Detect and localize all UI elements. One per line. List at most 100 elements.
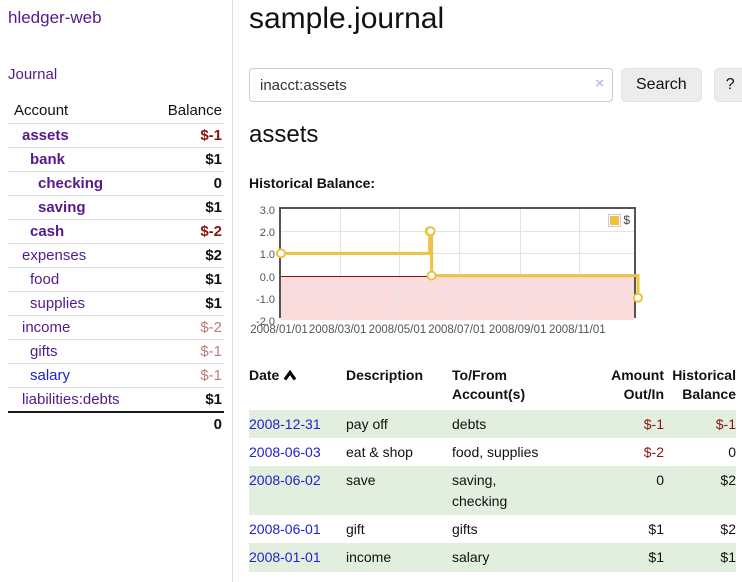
data-point-marker [425, 226, 436, 237]
account-row: food $1 [8, 267, 224, 292]
accounts-header-row: Account Balance [8, 99, 224, 124]
account-link[interactable]: expenses [22, 247, 87, 264]
vertical-gridline [399, 209, 401, 316]
page-title: sample.journal [249, 2, 445, 35]
register-header-date[interactable]: Date [249, 364, 346, 410]
transaction-date-cell: 2008-06-03 [249, 438, 346, 466]
help-button[interactable]: ? [713, 68, 742, 102]
register-header-balance: Historical Balance [672, 367, 736, 402]
account-link[interactable]: food [30, 271, 60, 288]
brand-link[interactable]: hledger-web [8, 8, 102, 27]
transaction-amount-cell: $1 [648, 520, 664, 537]
transaction-date-link[interactable]: 2008-06-03 [249, 444, 321, 461]
account-link[interactable]: income [22, 319, 71, 336]
account-link[interactable]: saving [38, 199, 86, 216]
account-balance: $-1 [146, 363, 224, 388]
account-link[interactable]: cash [30, 223, 65, 240]
register-header-row: Date Description To/From Account(s) Amou… [249, 364, 736, 410]
transaction-balance-cell: $-1 [664, 409, 736, 439]
accounts-total-spacer [8, 411, 147, 436]
accounts-total-row: 0 [8, 411, 224, 436]
transaction-description-cell: gift [346, 520, 365, 537]
balance-series-line [276, 226, 643, 303]
transaction-date-link[interactable]: 2008-06-01 [249, 520, 321, 537]
search-bar: × Search ? [249, 68, 742, 102]
data-point-marker [633, 292, 643, 303]
legend-swatch [608, 213, 622, 227]
account-row: assets $-1 [8, 123, 224, 148]
transaction-description-cell: income [346, 543, 452, 572]
x-axis-tick-label: 2008/09/01 [488, 324, 547, 336]
transaction-accounts-cell: saving, checking [452, 466, 592, 515]
account-balance: $-2 [146, 219, 224, 244]
transaction-date-cell: 2008-01-01 [249, 543, 346, 572]
transaction-description-cell: eat & shop [346, 444, 413, 461]
transaction-balance-cell: $2 [720, 520, 736, 537]
data-point-marker [426, 270, 437, 281]
chart-plot-area: $3.0 2.0 1.0 0.0 -1.0 -2.0 [256, 205, 643, 328]
transaction-date-link[interactable]: 2008-01-01 [249, 549, 321, 566]
register-header-description: Description [346, 367, 424, 383]
accounts-table: Account Balance assets $-1 bank $1 checking 0… [8, 99, 224, 436]
transaction-date-cell: 2008-06-01 [249, 515, 346, 543]
account-link[interactable]: bank [30, 151, 66, 168]
transaction-accounts-cell: salary [452, 543, 592, 572]
account-row: saving $1 [8, 195, 224, 220]
transaction-balance-cell: $1 [664, 543, 736, 572]
x-axis-tick-label: 2008/07/01 [428, 324, 486, 336]
search-box: × [249, 68, 613, 102]
chart-legend: $ [608, 213, 630, 227]
search-button[interactable]: Search [621, 68, 702, 102]
account-link[interactable]: salary [30, 367, 71, 384]
accounts-header-account: Account [14, 102, 69, 119]
vertical-gridline [459, 209, 460, 316]
account-balance: $1 [146, 267, 224, 292]
account-link[interactable]: gifts [30, 343, 58, 360]
transaction-balance-cell: $2 [664, 466, 736, 515]
account-link[interactable]: liabilities:debts [22, 391, 120, 408]
horizontal-gridline [281, 297, 634, 299]
account-balance: $1 [146, 291, 224, 316]
clear-search-icon[interactable]: × [595, 75, 604, 92]
y-axis-tick-label: -1.0 [256, 293, 275, 306]
register-row: 2008-06-01 gift gifts $1 $2 [249, 515, 736, 543]
accounts-header-balance: Balance [167, 102, 222, 119]
journal-link[interactable]: Journal [8, 66, 58, 83]
transaction-amount-cell: $-1 [592, 409, 664, 439]
register-row: 2008-01-01 income salary $1 $1 [249, 543, 736, 572]
register-table: Date Description To/From Account(s) Amou… [249, 364, 736, 572]
transaction-date-cell: 2008-12-31 [249, 409, 346, 439]
y-axis-tick-label: 1.0 [259, 249, 275, 262]
account-balance: $2 [146, 243, 224, 268]
transaction-accounts-cell: gifts [452, 520, 478, 537]
account-row: income $-2 [8, 315, 224, 340]
account-row: supplies $1 [8, 291, 224, 316]
account-row: cash $-2 [8, 219, 224, 244]
transaction-amount-cell: 0 [592, 466, 664, 515]
account-balance: $-1 [146, 339, 224, 364]
y-axis-tick-label: 2.0 [259, 227, 275, 240]
horizontal-gridline [281, 231, 634, 233]
account-row: salary $-1 [8, 363, 224, 388]
account-row: checking 0 [8, 171, 224, 196]
account-row: expenses $2 [8, 243, 224, 268]
account-link[interactable]: assets [22, 127, 69, 144]
transaction-date-link[interactable]: 2008-12-31 [249, 415, 321, 432]
account-link[interactable]: supplies [30, 295, 86, 312]
register-row: 2008-06-03 eat & shop food, supplies $-2 0 [249, 438, 736, 466]
account-row: gifts $-1 [8, 339, 224, 364]
account-balance: $-2 [146, 315, 224, 340]
transaction-date-cell: 2008-06-02 [249, 466, 346, 515]
horizontal-gridline [281, 253, 634, 255]
register-header-accounts: To/From Account(s) [452, 367, 526, 402]
sidebar: hledger-web Journal Account Balance asse… [0, 0, 233, 582]
register-header-amount: Amount Out/In [611, 367, 664, 402]
transaction-date-link[interactable]: 2008-06-02 [249, 472, 321, 489]
search-input[interactable] [249, 68, 613, 102]
account-link[interactable]: checking [38, 175, 104, 192]
accounts-total-value: 0 [146, 411, 224, 436]
account-balance: $1 [146, 147, 224, 172]
nav-journal: Journal [8, 66, 224, 83]
vertical-gridline [339, 209, 341, 316]
